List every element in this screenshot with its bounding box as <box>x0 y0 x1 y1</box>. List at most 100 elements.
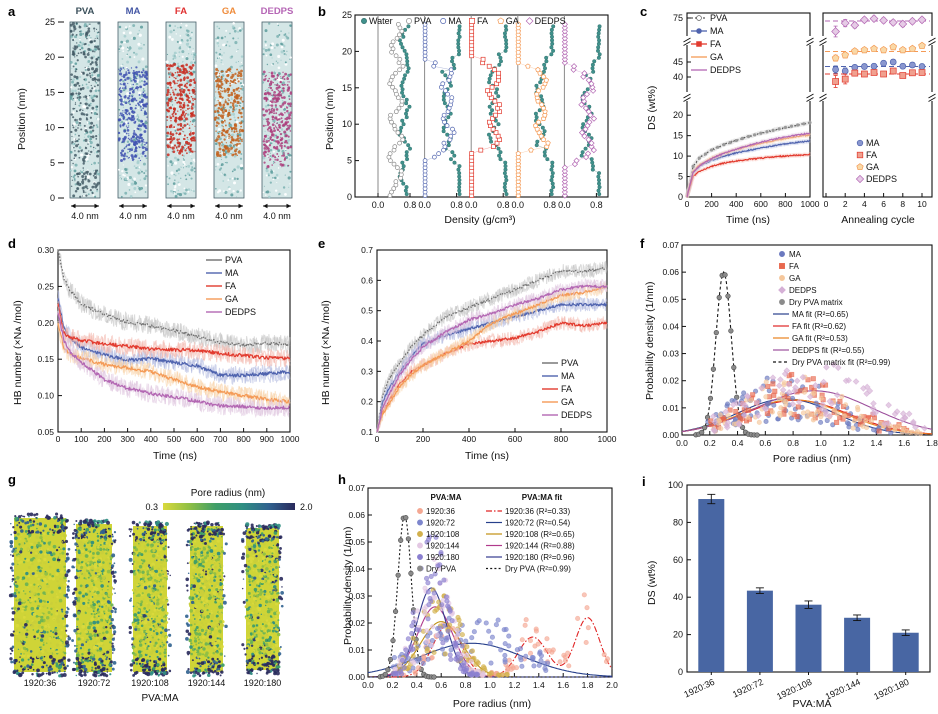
svg-text:0.00: 0.00 <box>662 430 679 440</box>
svg-text:0.0: 0.0 <box>512 200 525 210</box>
svg-text:0: 0 <box>678 192 683 202</box>
svg-text:2.0: 2.0 <box>300 502 313 512</box>
svg-text:0.8: 0.8 <box>787 438 799 448</box>
svg-text:0.4: 0.4 <box>361 336 373 346</box>
svg-text:0.10: 0.10 <box>37 391 54 401</box>
svg-text:400: 400 <box>729 199 743 209</box>
panel-f-label: f <box>640 236 645 251</box>
panel-h-pore-distribution-ratios: 0.000.010.020.030.040.050.060.070.0 0.2 0.… <box>348 483 618 690</box>
svg-text:FA: FA <box>789 262 799 271</box>
svg-text:MA: MA <box>561 371 575 381</box>
svg-text:0.02: 0.02 <box>662 376 679 386</box>
svg-text:20: 20 <box>673 110 683 120</box>
svg-text:10: 10 <box>342 119 352 129</box>
panel-a-snapshots: 0 5 10 15 20 25 PVA 4.0 nm MA 4.0 nm FA 4.0 nm GA 4.0… <box>45 6 293 221</box>
svg-text:5: 5 <box>50 158 55 168</box>
svg-text:45: 45 <box>673 57 683 67</box>
panel-d-xlabel: Time (ns) <box>153 450 197 462</box>
svg-text:DEDPS: DEDPS <box>561 410 592 420</box>
svg-text:PVA: PVA <box>561 358 578 368</box>
svg-text:75: 75 <box>673 13 683 23</box>
svg-text:200: 200 <box>705 199 719 209</box>
panel-h-xlabel: Pore radius (nm) <box>452 698 532 710</box>
svg-text:0.3: 0.3 <box>145 502 158 512</box>
svg-text:0.8: 0.8 <box>590 200 603 210</box>
svg-text:15: 15 <box>673 131 683 141</box>
panel-d-label: d <box>8 236 16 251</box>
svg-text:600: 600 <box>754 199 768 209</box>
svg-text:4.0 nm: 4.0 nm <box>215 211 243 221</box>
svg-text:1.0: 1.0 <box>815 438 827 448</box>
svg-text:15: 15 <box>342 83 352 93</box>
svg-text:DEDPS: DEDPS <box>866 174 897 184</box>
svg-text:0.05: 0.05 <box>37 427 54 437</box>
svg-text:4: 4 <box>862 199 867 209</box>
svg-text:FA: FA <box>866 150 877 160</box>
svg-text:800: 800 <box>778 199 792 209</box>
svg-text:FA: FA <box>225 281 236 291</box>
svg-text:0: 0 <box>347 192 352 202</box>
svg-text:0.2: 0.2 <box>361 397 373 407</box>
panel-f-xlabel: Pore radius (nm) <box>772 453 852 465</box>
svg-text:300: 300 <box>121 434 135 444</box>
svg-text:0.3: 0.3 <box>361 366 373 376</box>
svg-text:GA: GA <box>710 52 723 62</box>
svg-text:0.30: 0.30 <box>37 245 54 255</box>
svg-text:0: 0 <box>50 193 55 203</box>
svg-text:1.8: 1.8 <box>926 438 938 448</box>
svg-text:100: 100 <box>74 434 88 444</box>
svg-text:0.1: 0.1 <box>361 427 373 437</box>
svg-text:20: 20 <box>45 52 55 62</box>
svg-text:4.0 nm: 4.0 nm <box>167 211 195 221</box>
svg-text:0.15: 0.15 <box>37 354 54 364</box>
svg-text:PVA: PVA <box>225 255 242 265</box>
panel-e-xlabel: Time (ns) <box>465 450 509 462</box>
panel-g-label: g <box>8 472 16 487</box>
svg-text:0.6: 0.6 <box>759 438 771 448</box>
svg-text:900: 900 <box>260 434 274 444</box>
svg-text:0.0: 0.0 <box>372 200 385 210</box>
panel-f-pore-distribution: 0.00 0.01 0.02 0.03 0.04 0.05 0.06 0.07 0.0 0.2 0.… <box>662 240 938 448</box>
svg-text:10: 10 <box>917 199 927 209</box>
svg-text:10: 10 <box>673 151 683 161</box>
svg-text:GA: GA <box>506 16 519 26</box>
svg-text:1000: 1000 <box>598 434 617 444</box>
svg-text:0.4: 0.4 <box>732 438 744 448</box>
svg-text:GA: GA <box>222 6 236 17</box>
panel-i-label: i <box>642 474 646 489</box>
svg-text:0.8: 0.8 <box>450 200 463 210</box>
panel-b-label: b <box>318 4 326 19</box>
svg-text:0.8: 0.8 <box>404 200 417 210</box>
svg-text:0.20: 0.20 <box>37 318 54 328</box>
svg-text:0: 0 <box>685 199 690 209</box>
svg-text:10: 10 <box>45 123 55 133</box>
svg-text:5: 5 <box>678 172 683 182</box>
svg-text:PVA: PVA <box>76 6 95 17</box>
svg-text:4.0 nm: 4.0 nm <box>71 211 99 221</box>
svg-text:0.0: 0.0 <box>418 200 431 210</box>
svg-text:0.6: 0.6 <box>361 275 373 285</box>
svg-text:0.04: 0.04 <box>662 321 679 331</box>
svg-text:0.01: 0.01 <box>662 403 679 413</box>
svg-text:200: 200 <box>97 434 111 444</box>
svg-text:800: 800 <box>554 434 568 444</box>
svg-text:DEDPS fit (R²=0.55): DEDPS fit (R²=0.55) <box>792 346 865 355</box>
svg-text:500: 500 <box>167 434 181 444</box>
panel-a-label: a <box>8 4 16 19</box>
panel-b-xlabel: Density (g/cm³) <box>444 214 516 226</box>
panel-h-label: h <box>338 472 346 487</box>
panel-c-xlabel-right: Annealing cycle <box>841 214 915 226</box>
svg-text:DEDPS: DEDPS <box>535 16 566 26</box>
svg-text:4.0 nm: 4.0 nm <box>119 211 147 221</box>
panel-i-xlabel: PVA:MA <box>792 698 832 710</box>
svg-text:Pore radius (nm): Pore radius (nm) <box>191 488 265 499</box>
svg-text:PVA: PVA <box>414 16 431 26</box>
svg-text:200: 200 <box>416 434 430 444</box>
svg-text:Dry PVA matrix: Dry PVA matrix <box>789 298 843 307</box>
svg-text:0.8: 0.8 <box>497 200 510 210</box>
panel-e-label: e <box>318 236 326 251</box>
